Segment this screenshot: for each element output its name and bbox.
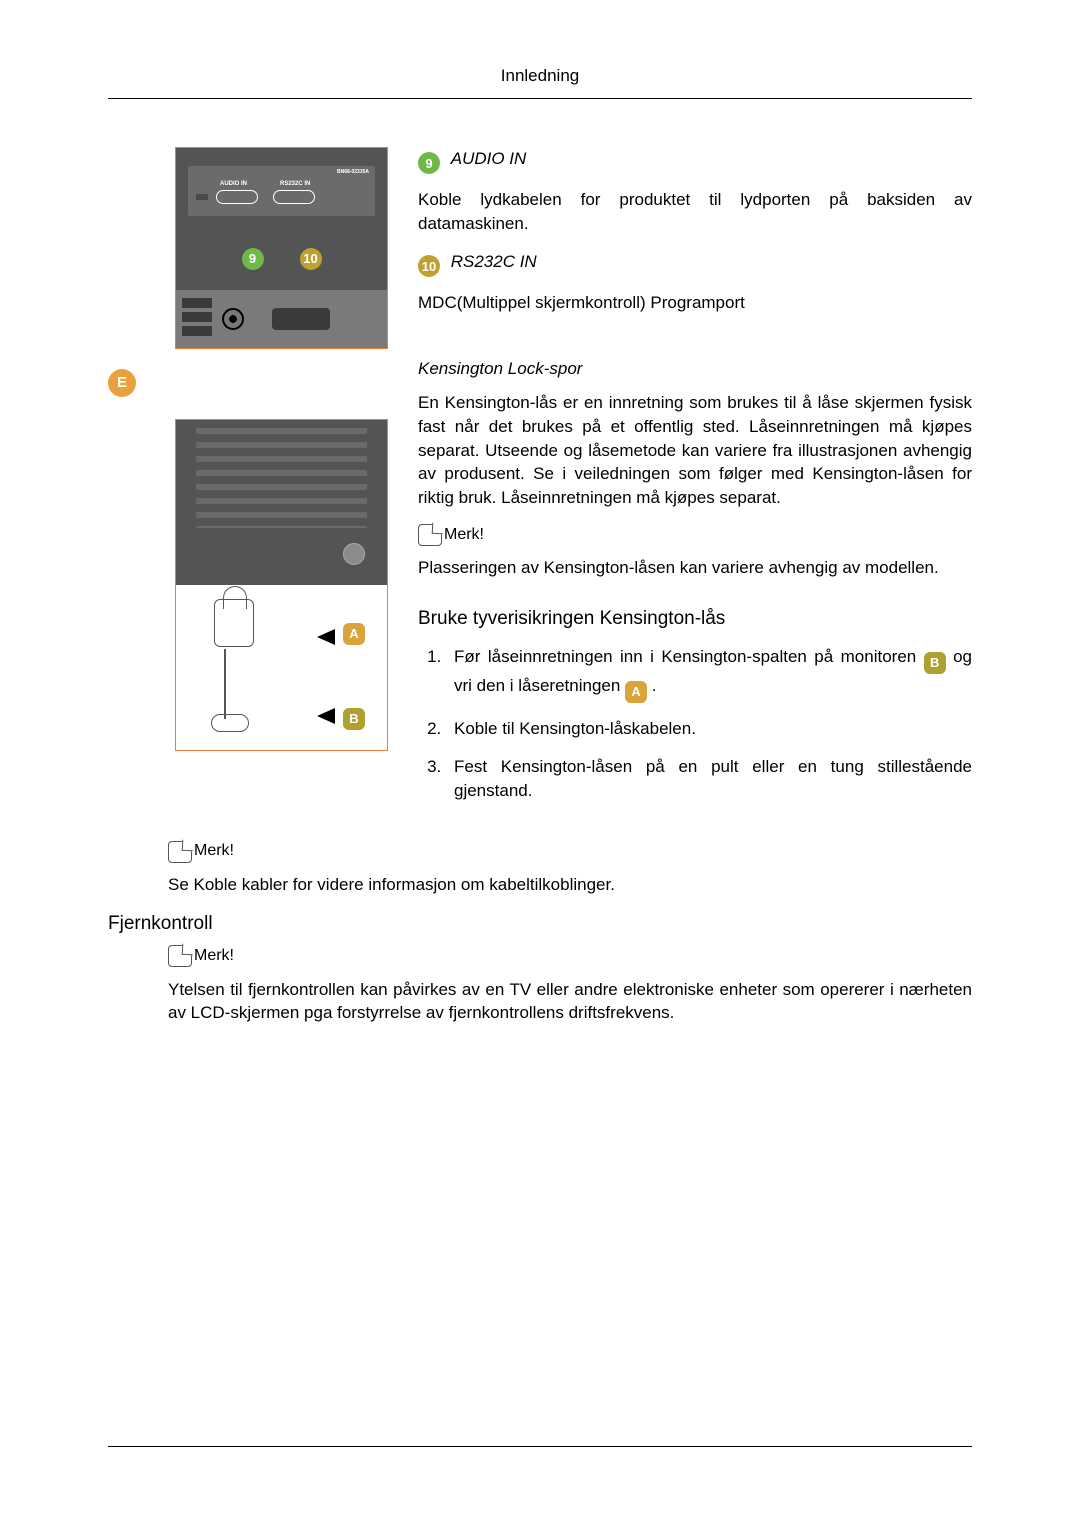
badge-e: E: [108, 369, 136, 397]
bottom-ports-icon: [176, 290, 387, 348]
audio-in-body: Koble lydkabelen for produktet til lydpo…: [418, 188, 972, 236]
badge-b-inline: B: [924, 652, 946, 674]
audio-in-port-label: AUDIO IN: [220, 180, 247, 188]
rs232c-port-label: RS232C IN: [280, 180, 310, 188]
note-label: Merk!: [194, 840, 234, 862]
arrow-left-icon: [317, 629, 335, 645]
kensington-body: En Kensington-lås er en innretning som b…: [418, 391, 972, 510]
use-kensington-heading: Bruke tyverisikringen Kensington-lås: [418, 606, 972, 633]
note-cables: Se Koble kabler for videre informasjon o…: [108, 873, 972, 897]
badge-b: B: [343, 708, 365, 730]
note-label: Merk!: [444, 524, 484, 546]
step-1-text-c: .: [652, 676, 657, 695]
note-label: Merk!: [194, 945, 234, 967]
kensington-slot-icon: [343, 543, 365, 565]
badge-a: A: [343, 623, 365, 645]
kensington-diagram: A B: [175, 419, 388, 751]
key-icon: [211, 714, 249, 732]
badge-10: 10: [300, 248, 322, 270]
rs232c-port-icon: [273, 190, 315, 204]
right-column: 9 AUDIO IN Koble lydkabelen for produkte…: [418, 147, 972, 817]
badge-9: 9: [242, 248, 264, 270]
left-column: BN68-02335A AUDIO IN RS232C IN 9 10 E: [108, 147, 388, 817]
arrow-left-icon: [317, 708, 335, 724]
badge-9-inline: 9: [418, 152, 440, 174]
step-3: Fest Kensington-låsen på en pult eller e…: [446, 755, 972, 803]
note-icon: [418, 524, 442, 546]
note-icon: [168, 841, 192, 863]
lock-icon: [214, 599, 254, 647]
usb-icon: [196, 194, 208, 200]
note-kens-position: Plasseringen av Kensington-låsen kan var…: [418, 556, 972, 580]
note-remote: Ytelsen til fjernkontrollen kan påvirkes…: [108, 978, 972, 1026]
step-2: Koble til Kensington-låskabelen.: [446, 717, 972, 741]
audio-in-title: AUDIO IN: [451, 149, 527, 168]
bn-label: BN68-02335A: [337, 169, 369, 176]
step-1-text-a: Før låseinnretningen inn i Kensington-sp…: [454, 647, 924, 666]
ports-diagram: BN68-02335A AUDIO IN RS232C IN 9 10: [175, 147, 388, 349]
main-content: BN68-02335A AUDIO IN RS232C IN 9 10 E: [108, 99, 972, 1025]
page-header: Innledning: [108, 64, 972, 99]
kensington-title: Kensington Lock-spor: [418, 357, 972, 381]
rs232c-title: RS232C IN: [451, 252, 537, 271]
note-icon: [168, 945, 192, 967]
audio-port-icon: [216, 190, 258, 204]
steps-list: Før låseinnretningen inn i Kensington-sp…: [418, 645, 972, 803]
badge-a-inline: A: [625, 681, 647, 703]
badge-10-inline: 10: [418, 255, 440, 277]
step-1: Før låseinnretningen inn i Kensington-sp…: [446, 645, 972, 703]
rs232c-body: MDC(Multippel skjermkontroll) Programpor…: [418, 291, 972, 315]
remote-heading: Fjernkontroll: [108, 911, 972, 938]
footer-rule: [108, 1446, 972, 1447]
